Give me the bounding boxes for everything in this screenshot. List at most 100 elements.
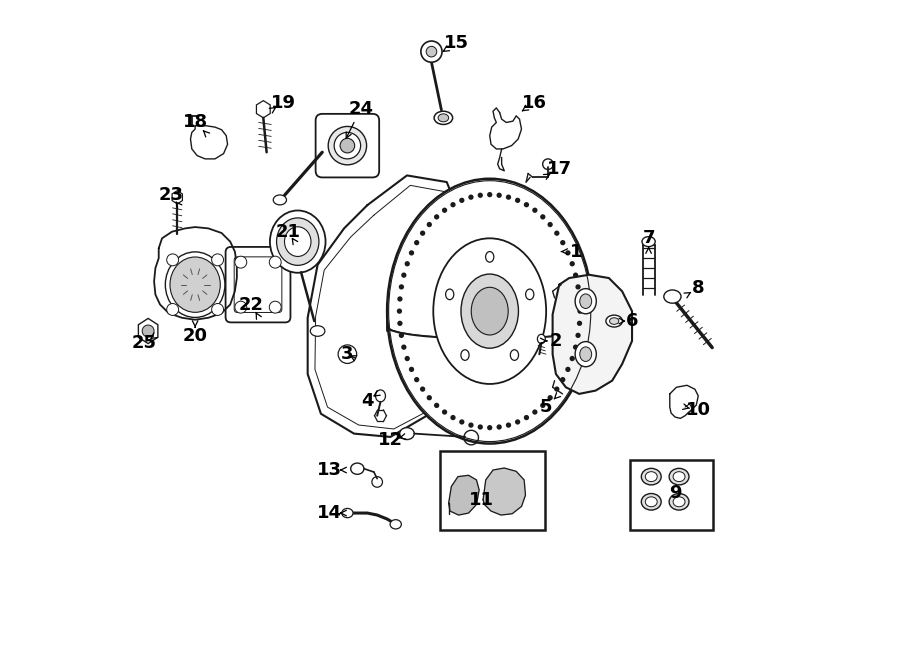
Circle shape: [478, 193, 483, 198]
Ellipse shape: [669, 469, 689, 485]
Circle shape: [547, 222, 553, 227]
Polygon shape: [670, 385, 698, 418]
Circle shape: [397, 297, 402, 302]
Circle shape: [338, 345, 356, 363]
Circle shape: [269, 256, 281, 268]
Text: 8: 8: [692, 279, 705, 297]
Circle shape: [575, 333, 580, 338]
FancyBboxPatch shape: [226, 247, 291, 322]
Ellipse shape: [328, 126, 366, 165]
Ellipse shape: [580, 294, 591, 308]
Circle shape: [434, 214, 439, 220]
Circle shape: [427, 395, 432, 401]
Circle shape: [515, 419, 520, 424]
Circle shape: [434, 402, 439, 408]
Text: 13: 13: [317, 461, 342, 479]
Circle shape: [573, 273, 578, 278]
Circle shape: [547, 395, 553, 401]
Text: 5: 5: [540, 398, 553, 416]
Ellipse shape: [642, 469, 662, 485]
Ellipse shape: [342, 508, 353, 518]
Circle shape: [573, 344, 578, 350]
Circle shape: [401, 344, 407, 350]
Text: 14: 14: [317, 504, 342, 522]
Circle shape: [235, 256, 247, 268]
Circle shape: [540, 214, 545, 220]
Circle shape: [554, 230, 560, 236]
Ellipse shape: [433, 238, 546, 384]
Circle shape: [397, 320, 402, 326]
Circle shape: [427, 222, 432, 227]
Circle shape: [409, 250, 414, 256]
Circle shape: [235, 301, 247, 313]
Circle shape: [506, 422, 511, 428]
Circle shape: [405, 356, 410, 361]
Text: 19: 19: [271, 93, 296, 112]
Ellipse shape: [472, 287, 508, 335]
Circle shape: [468, 195, 473, 200]
Ellipse shape: [486, 252, 494, 262]
Circle shape: [532, 409, 537, 414]
Ellipse shape: [580, 347, 591, 361]
Ellipse shape: [669, 494, 689, 510]
Polygon shape: [154, 227, 237, 320]
Text: 1: 1: [570, 242, 582, 261]
Text: 15: 15: [444, 34, 469, 52]
Text: 12: 12: [378, 431, 403, 449]
Circle shape: [420, 230, 426, 236]
Circle shape: [506, 195, 511, 200]
Circle shape: [578, 308, 582, 314]
Circle shape: [166, 254, 178, 266]
Polygon shape: [139, 318, 158, 344]
Text: 25: 25: [131, 334, 157, 352]
Circle shape: [405, 261, 410, 266]
Ellipse shape: [270, 211, 326, 273]
Text: 23: 23: [158, 186, 183, 205]
Circle shape: [554, 387, 560, 392]
Text: 22: 22: [238, 295, 264, 314]
Circle shape: [570, 261, 575, 266]
Ellipse shape: [609, 318, 619, 324]
Bar: [630, 460, 713, 530]
Circle shape: [421, 41, 442, 62]
Circle shape: [532, 208, 537, 213]
Ellipse shape: [310, 326, 325, 336]
Circle shape: [487, 425, 492, 430]
Ellipse shape: [673, 471, 685, 482]
Ellipse shape: [575, 342, 597, 367]
Circle shape: [427, 46, 436, 57]
Circle shape: [414, 377, 419, 382]
Circle shape: [442, 208, 447, 213]
FancyBboxPatch shape: [316, 114, 379, 177]
Circle shape: [166, 303, 178, 315]
Polygon shape: [483, 468, 526, 515]
Circle shape: [414, 240, 419, 246]
Bar: [440, 451, 544, 530]
Ellipse shape: [170, 257, 220, 312]
Circle shape: [459, 198, 464, 203]
Text: 2: 2: [550, 332, 562, 350]
Circle shape: [497, 193, 502, 198]
Text: 6: 6: [626, 312, 638, 330]
Ellipse shape: [537, 334, 545, 344]
Circle shape: [450, 202, 455, 207]
Text: 21: 21: [275, 222, 301, 241]
Circle shape: [212, 303, 223, 315]
Ellipse shape: [664, 290, 681, 303]
Circle shape: [497, 424, 502, 430]
Ellipse shape: [526, 289, 534, 300]
Text: 7: 7: [643, 229, 655, 248]
Circle shape: [409, 367, 414, 372]
Circle shape: [565, 367, 571, 372]
Circle shape: [487, 192, 492, 197]
Polygon shape: [191, 126, 228, 159]
Ellipse shape: [645, 496, 657, 507]
Ellipse shape: [642, 236, 655, 246]
Circle shape: [565, 250, 571, 256]
Ellipse shape: [351, 463, 364, 474]
Circle shape: [515, 198, 520, 203]
Circle shape: [570, 356, 575, 361]
Circle shape: [459, 419, 464, 424]
Ellipse shape: [284, 227, 311, 256]
Text: 18: 18: [183, 113, 208, 132]
